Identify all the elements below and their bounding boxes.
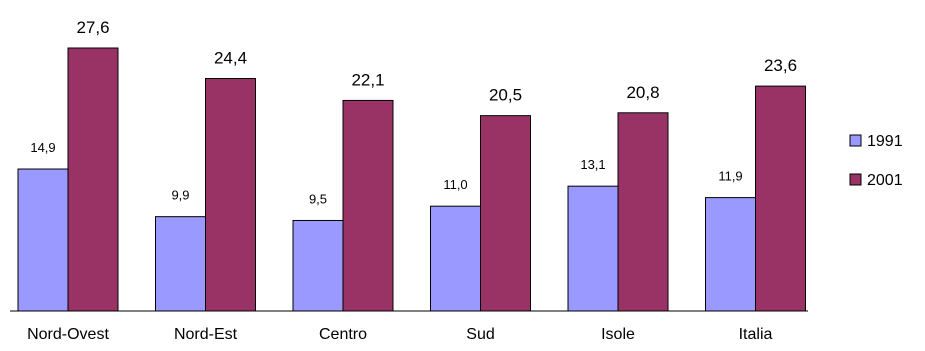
data-label-1991-italia: 11,9 [718,169,742,184]
bar-2001-nord-ovest [67,47,119,312]
data-label-2001-nord-est: 24,4 [214,48,247,67]
bar-2001-italia [755,85,806,312]
bar-1991-italia [705,197,756,312]
bar-1991-nord-est [155,216,206,312]
bar-2001-sud [480,115,531,312]
data-label-1991-nord-ovest: 14,9 [30,140,55,155]
category-label-nord-ovest: Nord-Ovest [27,326,109,343]
data-label-2001-isole: 20,8 [626,83,659,102]
data-label-2001-centro: 22,1 [351,70,384,89]
bar-1991-centro [292,219,344,312]
data-label-2001-nord-ovest: 27,6 [76,18,109,37]
legend-label-2001: 2001 [867,172,903,189]
legend-swatch-2001 [849,173,862,186]
bars-layer [10,47,808,312]
bar-2001-isole [617,112,669,312]
legend-label-1991: 1991 [867,133,903,150]
category-label-sud: Sud [466,326,494,343]
bar-2001-nord-est [205,77,256,312]
category-label-italia: Italia [739,326,773,343]
category-label-isole: Isole [601,326,635,343]
legend-swatch-1991 [849,134,862,147]
legend: 1991 2001 [849,133,903,189]
data-label-1991-isole: 13,1 [580,157,605,172]
bar-1991-isole [567,185,619,312]
bar-1991-sud [430,205,481,312]
data-label-1991-sud: 11,0 [443,177,467,192]
bar-1991-nord-ovest [17,168,69,312]
data-label-1991-centro: 9,5 [309,191,327,206]
data-label-2001-sud: 20,5 [489,86,522,105]
category-labels: Nord-Ovest Nord-Est Centro Sud Isole Italia [27,326,772,343]
bar-2001-centro [342,99,394,312]
data-label-1991-nord-est: 9,9 [171,188,189,203]
labels-layer: 14,9 27,6 9,9 24,4 9,5 22,1 11,0 20,5 13,1 20,8 11… [30,18,797,206]
category-label-centro: Centro [319,326,367,343]
data-label-2001-italia: 23,6 [764,56,797,75]
category-label-nord-est: Nord-Est [174,326,238,343]
